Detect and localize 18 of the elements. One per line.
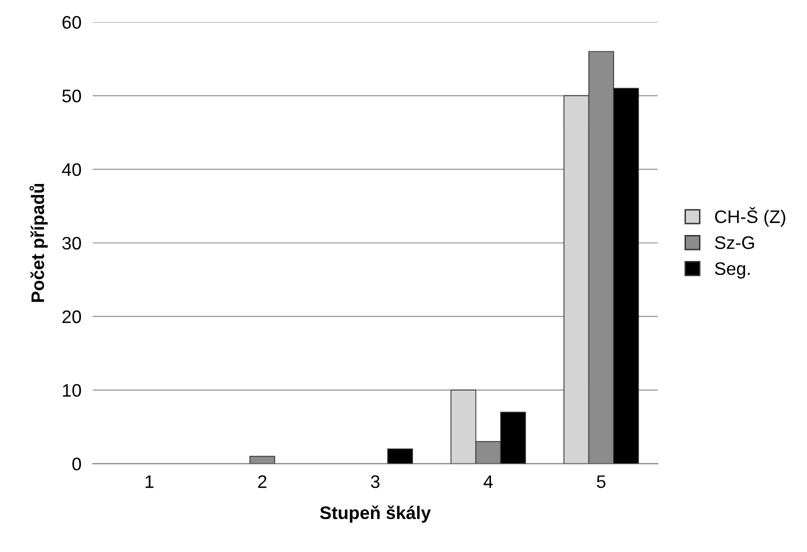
y-tick-label: 10: [62, 384, 81, 397]
y-axis-title: Počet případů: [29, 184, 48, 302]
y-tick-label: 0: [72, 458, 81, 470]
x-tick-label: 1: [146, 475, 154, 488]
x-tick-label: 5: [596, 475, 606, 488]
x-tick-label: 4: [484, 475, 493, 488]
x-axis-title: Stupeň škály: [320, 506, 431, 523]
y-tick-label: 60: [62, 16, 81, 29]
legend-label: Seg.: [714, 262, 750, 279]
y-tick-label: 50: [62, 90, 81, 102]
legend-label: Sz-G: [714, 236, 754, 250]
bar: [387, 448, 413, 464]
legend-label: CH-Š (Z): [715, 207, 786, 227]
y-tick-label: 20: [62, 310, 81, 324]
y-tick-label: 30: [62, 236, 81, 250]
x-tick-label: 2: [258, 475, 266, 488]
y-tick-label: 40: [62, 163, 81, 176]
x-tick-label: 3: [370, 475, 380, 488]
